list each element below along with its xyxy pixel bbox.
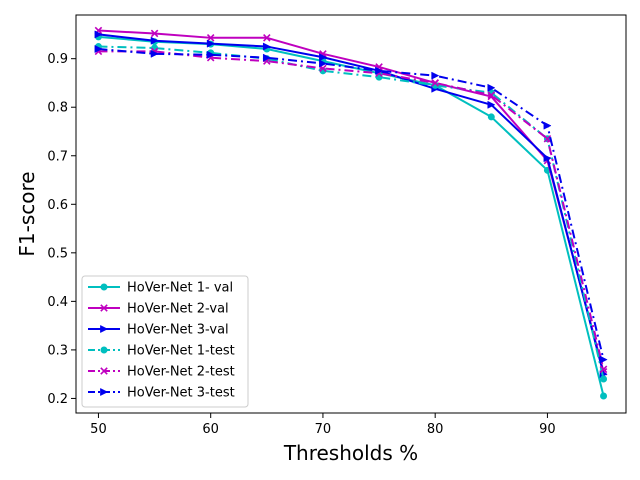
data-point-marker [206,34,215,42]
y-tick-label: 0.9 [47,52,68,67]
legend-item: HoVer-Net 3-val [88,323,229,338]
legend: HoVer-Net 1- val HoVer-Net 2-val HoVer-Net… [81,275,249,408]
data-point-marker [431,71,440,80]
series-hover-net-2-val [94,26,608,376]
data-point-marker [487,113,495,121]
legend-label: HoVer-Net 1-test [127,344,235,359]
y-tick-label: 0.2 [47,392,68,407]
data-point-marker [100,304,108,312]
series-line [98,29,605,373]
legend-item: HoVer-Net 2-val [88,302,229,317]
series-line [98,45,605,380]
data-point-marker [599,365,608,374]
x-axis-label: Thresholds % [283,441,418,465]
x-tick-label: 90 [539,422,556,437]
data-point-marker [100,387,109,397]
legend-item: HoVer-Net 2-test [88,365,235,380]
plot-frame [75,14,627,414]
data-point-marker [206,50,215,59]
y-tick-label: 0.5 [47,246,68,261]
y-tick-label: 0.6 [47,198,68,213]
y-axis: 0.2 0.3 0.4 0.5 0.6 0.7 0.8 0.9 [47,52,76,407]
data-point-marker [431,79,439,87]
legend-label: HoVer-Net 3-test [127,386,235,401]
data-point-marker [94,44,103,53]
data-point-marker [487,91,496,99]
legend-item: HoVer-Net 3-test [88,386,235,401]
data-point-marker [263,34,271,42]
data-point-marker [487,100,496,109]
data-point-marker [600,375,608,383]
series-line [98,33,605,375]
legend-item: HoVer-Net 1- val [88,281,233,296]
legend-item: HoVer-Net 1-test [88,344,235,359]
y-tick-label: 0.4 [47,295,68,310]
x-tick-label: 70 [315,422,332,437]
data-point-marker [319,59,328,68]
x-axis: 50 60 70 80 90 [90,413,556,437]
series-hover-net-3-test [94,44,608,364]
data-point-marker [487,83,496,92]
legend-label: HoVer-Net 3-val [127,323,229,338]
data-point-marker [262,42,271,51]
series-line [98,47,605,360]
data-point-marker [100,283,108,291]
data-point-marker [100,324,109,334]
data-point-marker [206,39,215,48]
legend-label: HoVer-Net 2-val [127,302,229,317]
y-axis-label: F1-score [15,171,39,256]
x-tick-label: 60 [202,422,219,437]
y-tick-label: 0.7 [47,149,68,164]
data-point-marker [262,53,271,62]
data-point-marker [100,346,108,354]
data-point-marker [543,154,552,163]
y-tick-label: 0.8 [47,101,68,116]
data-point-marker [543,121,552,130]
y-tick-label: 0.3 [47,343,68,358]
series-layer [94,26,608,400]
data-point-marker [543,135,552,143]
data-point-marker [150,36,159,45]
data-point-marker [100,367,108,375]
data-point-marker [375,66,384,75]
x-tick-label: 50 [90,422,107,437]
legend-label: HoVer-Net 2-test [127,365,235,380]
data-point-marker [599,355,608,364]
data-point-marker [319,53,328,62]
x-tick-label: 80 [427,422,444,437]
legend-frame [81,275,249,408]
legend-label: HoVer-Net 1- val [127,281,233,296]
data-point-marker [150,29,159,38]
data-point-marker [600,392,608,400]
data-point-marker [94,30,103,39]
data-point-marker [150,49,159,58]
